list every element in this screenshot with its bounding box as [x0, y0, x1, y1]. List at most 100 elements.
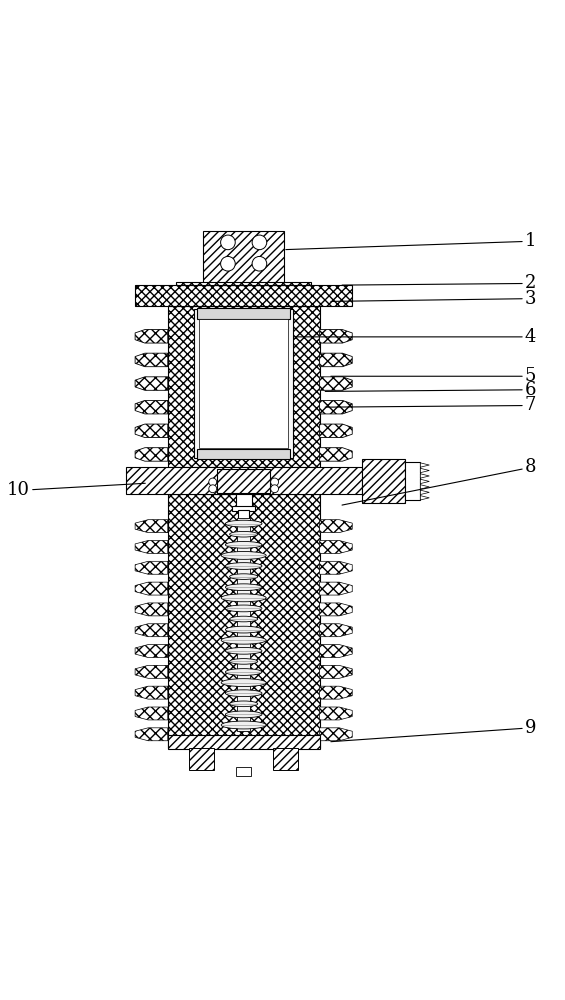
Ellipse shape: [225, 605, 262, 612]
Polygon shape: [320, 707, 352, 720]
Ellipse shape: [229, 531, 258, 537]
Ellipse shape: [229, 659, 258, 664]
Bar: [168, 306, 320, 467]
Bar: [203, 231, 284, 285]
Circle shape: [220, 256, 235, 271]
Bar: [197, 308, 290, 319]
Polygon shape: [135, 645, 168, 658]
Bar: [125, 467, 362, 494]
Polygon shape: [135, 520, 168, 533]
Polygon shape: [420, 490, 429, 495]
Bar: [199, 319, 288, 448]
Polygon shape: [320, 377, 352, 390]
Polygon shape: [320, 424, 352, 438]
Ellipse shape: [225, 541, 262, 548]
Polygon shape: [135, 582, 168, 595]
Polygon shape: [135, 353, 168, 367]
Text: 7: 7: [325, 396, 536, 414]
Polygon shape: [135, 624, 168, 637]
Bar: [236, 494, 251, 507]
Text: 3: 3: [331, 290, 536, 308]
Polygon shape: [320, 330, 352, 343]
Polygon shape: [420, 463, 429, 467]
Polygon shape: [135, 686, 168, 699]
Polygon shape: [320, 582, 352, 595]
Polygon shape: [420, 496, 429, 500]
Bar: [176, 282, 311, 285]
Polygon shape: [420, 485, 429, 489]
Circle shape: [220, 235, 235, 250]
Ellipse shape: [225, 711, 262, 718]
Polygon shape: [135, 330, 168, 343]
Polygon shape: [135, 377, 168, 390]
Ellipse shape: [229, 701, 258, 707]
Ellipse shape: [221, 594, 266, 602]
Bar: [362, 459, 405, 503]
Text: 4: 4: [297, 328, 536, 346]
Polygon shape: [320, 645, 352, 658]
Polygon shape: [135, 561, 168, 574]
Polygon shape: [135, 728, 168, 741]
Polygon shape: [320, 561, 352, 574]
Text: 2: 2: [342, 274, 536, 292]
Polygon shape: [135, 400, 168, 414]
Circle shape: [209, 478, 217, 486]
Polygon shape: [320, 448, 352, 461]
Circle shape: [271, 478, 279, 486]
Ellipse shape: [221, 679, 266, 687]
Ellipse shape: [225, 669, 262, 675]
Polygon shape: [420, 468, 429, 473]
Bar: [238, 510, 249, 529]
Bar: [237, 518, 250, 731]
Ellipse shape: [225, 647, 262, 654]
Bar: [236, 767, 251, 776]
Text: 9: 9: [331, 719, 536, 742]
Polygon shape: [320, 686, 352, 699]
Circle shape: [252, 235, 267, 250]
Bar: [136, 285, 352, 306]
Ellipse shape: [225, 690, 262, 697]
Bar: [273, 748, 298, 770]
Polygon shape: [320, 665, 352, 678]
Polygon shape: [135, 541, 168, 553]
Polygon shape: [320, 520, 352, 533]
Polygon shape: [320, 400, 352, 414]
Polygon shape: [320, 541, 352, 553]
Bar: [194, 309, 293, 458]
Bar: [168, 735, 320, 749]
Text: 10: 10: [7, 481, 145, 499]
Polygon shape: [420, 474, 429, 478]
Bar: [232, 506, 255, 511]
Bar: [189, 748, 214, 770]
Ellipse shape: [229, 574, 258, 579]
Ellipse shape: [225, 584, 262, 591]
Polygon shape: [135, 665, 168, 678]
Text: 8: 8: [342, 458, 536, 505]
Circle shape: [209, 485, 217, 493]
Polygon shape: [135, 424, 168, 438]
Circle shape: [271, 485, 279, 493]
Polygon shape: [135, 707, 168, 720]
Polygon shape: [320, 353, 352, 367]
Ellipse shape: [225, 626, 262, 633]
Bar: [405, 462, 420, 500]
Ellipse shape: [229, 616, 258, 622]
Polygon shape: [320, 624, 352, 637]
Ellipse shape: [221, 721, 266, 729]
Polygon shape: [320, 603, 352, 616]
Text: 6: 6: [325, 381, 536, 399]
Polygon shape: [135, 448, 168, 461]
Ellipse shape: [225, 520, 262, 527]
Circle shape: [252, 256, 267, 271]
Polygon shape: [320, 728, 352, 741]
Polygon shape: [135, 603, 168, 616]
Ellipse shape: [221, 551, 266, 559]
Bar: [217, 469, 271, 493]
Bar: [168, 494, 320, 748]
Ellipse shape: [225, 563, 262, 569]
Text: 1: 1: [286, 232, 536, 250]
Bar: [197, 449, 290, 459]
Text: 5: 5: [331, 367, 536, 385]
Polygon shape: [420, 479, 429, 484]
Ellipse shape: [221, 636, 266, 644]
